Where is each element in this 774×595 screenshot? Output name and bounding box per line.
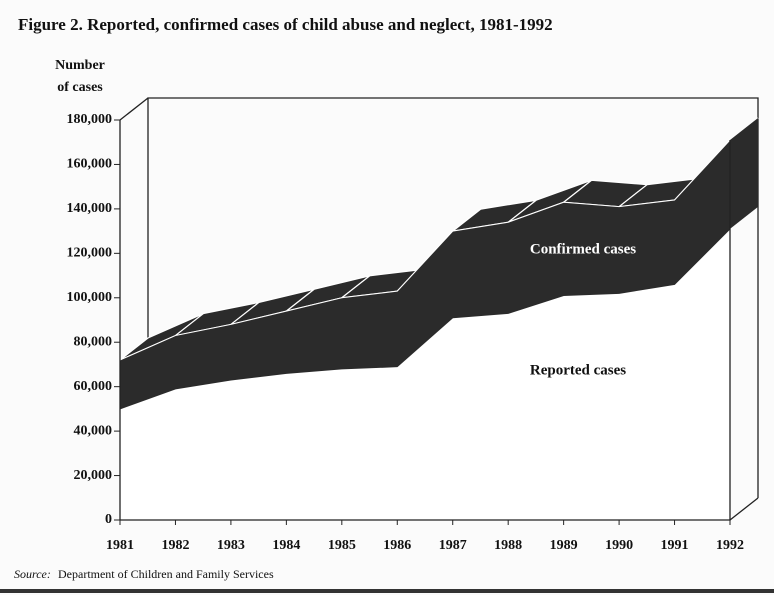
y-axis-label: Number bbox=[55, 58, 105, 73]
y-axis-label: of cases bbox=[57, 80, 103, 95]
y-tick-label: 180,000 bbox=[67, 112, 113, 127]
x-tick-label: 1987 bbox=[439, 538, 467, 553]
x-tick-label: 1982 bbox=[161, 538, 189, 553]
source: Department of Children and Family Servic… bbox=[58, 567, 274, 581]
y-tick-label: 160,000 bbox=[67, 157, 113, 172]
area bbox=[119, 227, 731, 521]
x-tick-label: 1990 bbox=[605, 538, 633, 553]
y-tick-label: 80,000 bbox=[74, 334, 113, 349]
chart-title: Figure 2. Reported, confirmed cases of c… bbox=[18, 15, 553, 34]
axis-line bbox=[119, 120, 731, 521]
x-tick-label: 1991 bbox=[661, 538, 689, 553]
y-tick-label: 40,000 bbox=[74, 423, 113, 438]
x-tick-label: 1985 bbox=[328, 538, 356, 553]
series-label: Confirmed cases bbox=[530, 241, 636, 257]
x-tick-label: 1992 bbox=[716, 538, 744, 553]
area-side-face bbox=[730, 118, 758, 229]
x-tick-label: 1984 bbox=[272, 538, 300, 553]
y-tick-label: 140,000 bbox=[67, 201, 113, 216]
x-tick-label: 1988 bbox=[494, 538, 522, 553]
x-tick-label: 1986 bbox=[383, 538, 411, 553]
x-tick-label: 1983 bbox=[217, 538, 245, 553]
x-tick-label: 1981 bbox=[106, 538, 134, 553]
y-tick-label: 0 bbox=[105, 512, 112, 527]
y-tick-label: 100,000 bbox=[67, 290, 113, 305]
y-tick-label: 20,000 bbox=[74, 468, 113, 483]
y-tick-label: 60,000 bbox=[74, 379, 113, 394]
source-label: Source: bbox=[14, 567, 51, 581]
x-tick-label: 1989 bbox=[550, 538, 578, 553]
y-tick-label: 120,000 bbox=[67, 246, 113, 261]
series-label: Reported cases bbox=[530, 362, 626, 378]
frame bbox=[119, 97, 759, 521]
